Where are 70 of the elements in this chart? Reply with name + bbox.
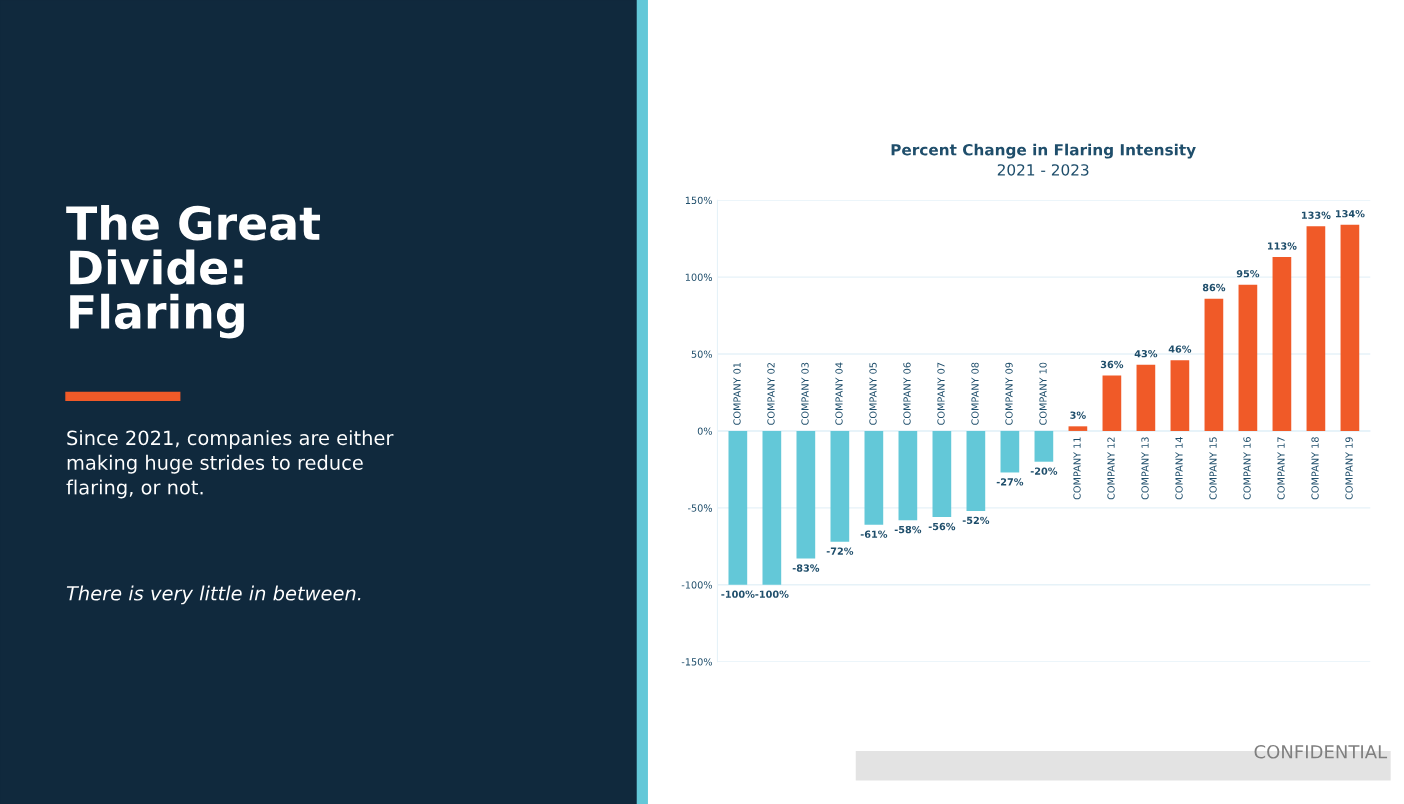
x-tick-label: COMPANY 12: [1107, 437, 1115, 500]
data-label: -61%: [860, 530, 888, 538]
x-tick-label: COMPANY 08: [971, 362, 979, 425]
data-label: 43%: [1134, 350, 1158, 358]
bar: [762, 430, 782, 585]
x-tick-label: COMPANY 18: [1311, 437, 1319, 500]
chart-title: Percent Change in Flaring Intensity: [891, 143, 1196, 159]
data-label: 3%: [1070, 411, 1086, 419]
data-label: -72%: [826, 547, 854, 555]
text: The Great Divide: Flaring: [66, 205, 321, 339]
bar: [1306, 226, 1326, 431]
y-tick-label: -100%: [681, 581, 713, 589]
bar: [898, 430, 918, 521]
bar: [1000, 430, 1020, 473]
x-tick-label: COMPANY 03: [801, 362, 809, 425]
data-label: 86%: [1202, 283, 1226, 292]
x-tick-label: COMPANY 13: [1141, 437, 1149, 500]
data-label: 113%: [1267, 242, 1297, 250]
y-tick-label: -50%: [687, 504, 713, 512]
x-tick-label: COMPANY 09: [1005, 362, 1013, 425]
bar: [1136, 364, 1156, 431]
data-label: 95%: [1236, 270, 1260, 278]
bar: [1272, 257, 1292, 431]
y-tick-label: 100%: [685, 273, 713, 281]
x-tick-label: COMPANY 07: [937, 362, 945, 425]
data-label: -27%: [996, 478, 1024, 486]
bar: [1238, 284, 1258, 431]
bar: [1102, 375, 1122, 431]
x-tick-label: COMPANY 19: [1345, 437, 1353, 500]
bar: [830, 430, 850, 542]
bar: [728, 430, 748, 585]
bar: [1068, 426, 1088, 431]
x-tick-label: COMPANY 02: [767, 362, 775, 425]
data-label: -52%: [962, 516, 990, 525]
x-tick-label: COMPANY 10: [1039, 362, 1047, 425]
x-tick-label: COMPANY 11: [1073, 437, 1081, 500]
x-tick-label: COMPANY 16: [1243, 437, 1251, 500]
x-tick-label: COMPANY 04: [835, 362, 843, 425]
x-tick-label: COMPANY 05: [869, 362, 877, 425]
text: Since 2021, companies are either making huge strides to reduce flaring, or not.: [66, 430, 394, 499]
bar: [1034, 430, 1054, 462]
data-label: 46%: [1168, 345, 1192, 353]
bar: [796, 430, 816, 559]
x-tick-label: COMPANY 01: [733, 362, 741, 425]
data-label: 134%: [1335, 210, 1365, 218]
data-label: 36%: [1100, 360, 1124, 369]
data-label: 133%: [1301, 211, 1331, 219]
data-label: -56%: [928, 522, 956, 531]
text: There is very little in between.: [66, 585, 361, 605]
y-tick-label: 50%: [691, 350, 713, 358]
bar: [1170, 360, 1190, 431]
data-label: -58%: [894, 525, 922, 534]
data-label: -83%: [792, 564, 820, 572]
data-label: -20%: [1030, 467, 1058, 475]
bar: [966, 430, 986, 511]
chart-subtitle: 2021 - 2023: [997, 164, 1089, 176]
bar: [932, 430, 952, 518]
data-label: -100%: [755, 590, 789, 598]
bar: [1340, 224, 1360, 431]
x-tick-label: COMPANY 06: [903, 362, 911, 425]
y-tick-label: 0%: [697, 427, 713, 435]
x-tick-label: COMPANY 17: [1277, 437, 1285, 500]
bar: [1204, 298, 1224, 431]
data-label: -100%: [721, 590, 755, 598]
y-tick-label: -150%: [681, 658, 713, 666]
x-tick-label: COMPANY 14: [1175, 437, 1183, 500]
text: CONFIDENTIAL: [1254, 744, 1388, 759]
bar: [864, 430, 884, 525]
x-tick-label: COMPANY 15: [1209, 437, 1217, 500]
y-tick-label: 150%: [685, 196, 713, 205]
